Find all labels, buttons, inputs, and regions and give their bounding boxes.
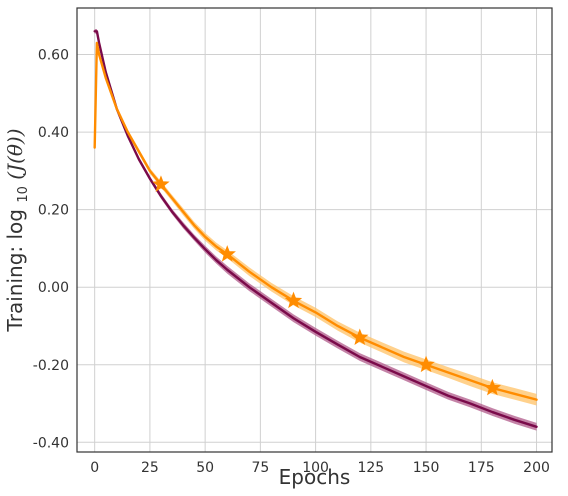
x-tick-label: 25	[141, 460, 159, 476]
x-tick-label: 200	[523, 460, 550, 476]
y-tick-label: 0.00	[38, 280, 69, 296]
y-axis-title-arg: (J(θ))	[3, 128, 27, 179]
y-tick-label: 0.20	[38, 203, 69, 219]
y-tick-label: 0.40	[38, 125, 69, 141]
x-tick-label: 125	[357, 460, 384, 476]
y-axis-title-log: log	[3, 209, 27, 240]
series-1-star-marker	[351, 328, 369, 345]
series-markers	[152, 175, 502, 396]
y-axis-title-prefix: Training:	[3, 240, 27, 333]
x-tick-label: 0	[90, 460, 99, 476]
x-tick-label: 75	[251, 460, 269, 476]
y-axis-title: Training: log 10 (J(θ))	[3, 128, 32, 332]
y-tick-label: 0.60	[38, 48, 69, 64]
y-axis-title-log-base: 10	[16, 186, 31, 203]
series-1-star-marker	[284, 291, 303, 309]
series-1-star-marker	[417, 355, 435, 373]
x-tick-label: 50	[196, 460, 214, 476]
series-1-star-marker	[483, 378, 502, 396]
x-tick-label: 100	[302, 460, 329, 476]
y-tick-labels: 0.60 0.40 0.20 0.00 -0.20 -0.40	[33, 48, 69, 452]
x-tick-label: 175	[468, 460, 495, 476]
plot-frame	[76, 7, 553, 453]
series-1-star-marker	[218, 245, 236, 262]
x-axis-title: Epochs	[279, 465, 351, 489]
x-tick-label: 150	[413, 460, 440, 476]
y-tick-label: -0.40	[33, 435, 69, 451]
y-tick-label: -0.20	[33, 358, 69, 374]
series-1-star-marker	[152, 175, 170, 192]
x-tick-labels: 0 25 50 75 100 125 150 175 200	[90, 460, 550, 476]
grid	[77, 8, 552, 452]
